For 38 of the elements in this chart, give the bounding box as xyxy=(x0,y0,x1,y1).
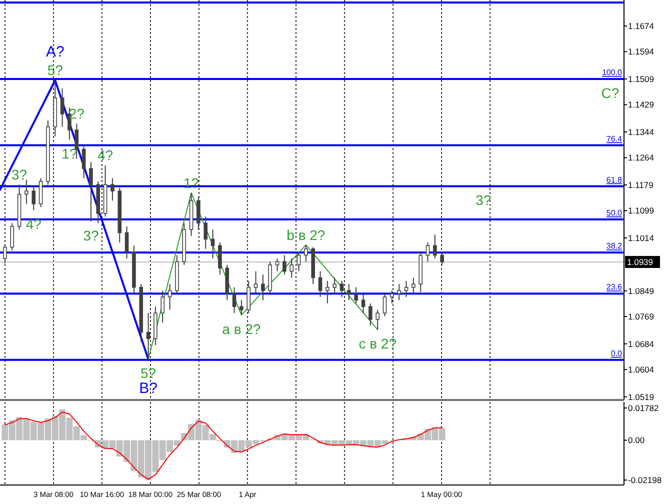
y-tick-label: 1.1344 xyxy=(628,126,654,137)
y-tick-label: 1.0684 xyxy=(628,338,654,349)
y-tick-label: -0.02198 xyxy=(628,475,662,486)
ref-line-label: 1.0939 xyxy=(627,256,654,267)
y-tick-label: 1.0604 xyxy=(628,364,654,374)
y-tick-label: 1.1509 xyxy=(628,74,654,84)
y-tick-label: 1.1179 xyxy=(628,180,654,190)
annotation: 3? xyxy=(12,166,28,182)
ref-line-label: 0.0 xyxy=(610,348,623,358)
annotation: a в 2? xyxy=(222,320,261,337)
data-label: A? xyxy=(46,43,64,60)
y-tick-label: 1.1674 xyxy=(628,20,654,31)
annotation: 5? xyxy=(140,365,156,382)
ref-line-label: 50.0 xyxy=(606,208,623,218)
y-tick-label: 1.1594 xyxy=(628,46,654,57)
ref-line-label: 38.2 xyxy=(606,242,623,251)
ref-line-label: 23.6 xyxy=(606,282,623,292)
ref-line-label: 100.0 xyxy=(602,68,623,77)
annotation: 5? xyxy=(47,62,64,78)
y-tick-label: 1.1429 xyxy=(628,100,654,110)
y-tick-label: 1.1014 xyxy=(628,232,654,243)
annotation: 4? xyxy=(97,147,114,164)
annotation: b в 2? xyxy=(286,226,326,243)
ref-line-label: 76.4 xyxy=(606,134,623,144)
y-tick-label: 1.0849 xyxy=(628,286,654,296)
y-tick-label: 1.0769 xyxy=(628,312,654,322)
y-tick-label: 0.01782 xyxy=(628,402,659,413)
annotation: C? xyxy=(601,84,620,101)
y-tick-label: 1.1099 xyxy=(628,206,654,216)
y-tick-label: 1.0519 xyxy=(628,392,654,402)
annotation: 4? xyxy=(26,216,42,232)
data-label: B? xyxy=(139,380,158,398)
y-tick-label: 1.1264 xyxy=(628,152,654,163)
ref-line-label: 61.8 xyxy=(606,175,623,184)
annotation: 3? xyxy=(476,192,492,208)
y-tick-label: 0.00 xyxy=(628,435,645,446)
annotation: c в 2? xyxy=(358,336,397,352)
annotation: 3? xyxy=(83,227,99,244)
